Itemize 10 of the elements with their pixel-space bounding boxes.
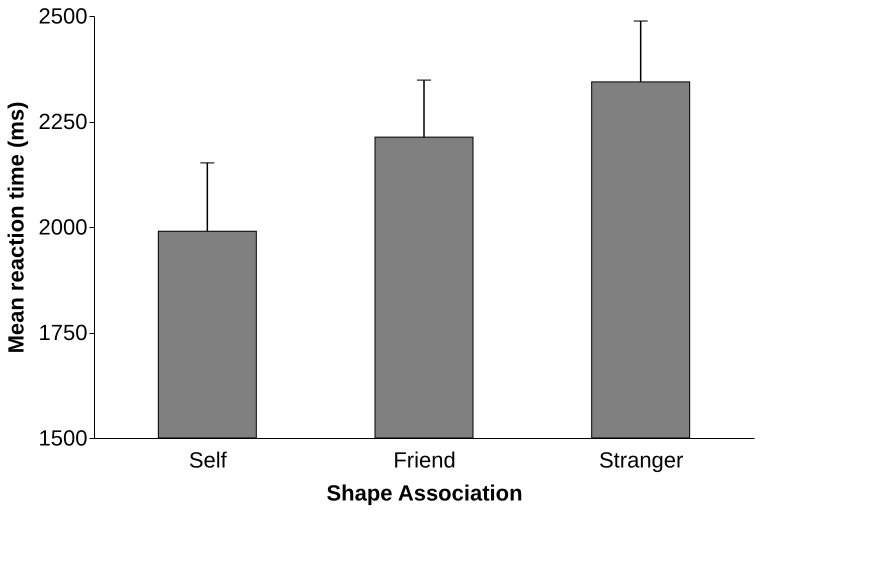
y-tick-label: 2500: [38, 4, 88, 28]
y-tick-label: 1750: [38, 320, 88, 345]
x-tick-label: Stranger: [598, 448, 684, 472]
x-tick-label: Self: [188, 448, 228, 472]
x-axis-title: Shape Association: [326, 480, 523, 506]
y-tick-label: 1500: [38, 426, 88, 450]
y-axis-title: Mean reaction time (ms): [4, 102, 29, 354]
x-tick-label: Friend: [393, 448, 456, 472]
y-tick-label: 2000: [38, 214, 88, 240]
y-tick-label: 2250: [38, 109, 88, 134]
